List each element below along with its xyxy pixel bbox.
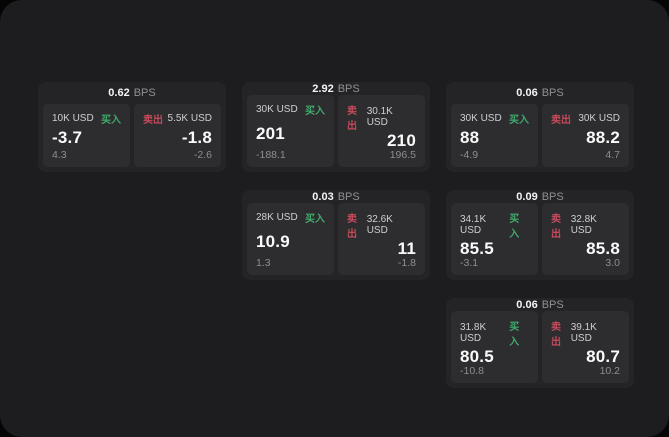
sell-panel[interactable]: 卖出 32.8K USD 85.8 3.0 [542, 203, 629, 275]
spread-header: 0.09 BPS [446, 190, 634, 203]
sell-change: 10.2 [599, 365, 620, 377]
spread-value: 0.06 [516, 298, 538, 311]
buy-change: -10.8 [460, 365, 484, 377]
quote-panels: 28K USD 买入 10.9 1.3 卖出 32.6K USD 11 -1.8 [242, 203, 430, 280]
quote-panels: 10K USD 买入 -3.7 4.3 卖出 5.5K USD -1.8 -2.… [38, 104, 226, 172]
sell-size-label: 32.6K USD [366, 214, 393, 236]
buy-size-label: 31.8K USD [460, 322, 487, 344]
buy-change: -3.1 [460, 257, 479, 269]
buy-button[interactable]: 买入 [101, 115, 121, 126]
buy-panel[interactable]: 30K USD 买入 88 -4.9 [451, 104, 538, 167]
quote-card-4: 0.03 BPS 28K USD 买入 10.9 1.3 卖出 32.6K US… [242, 190, 430, 280]
quote-card-2: 2.92 BPS 30K USD 买入 201 -188.1 卖出 30.1K … [242, 82, 430, 172]
sell-button[interactable]: 卖出 [551, 115, 571, 126]
buy-price: 80.5 [460, 347, 494, 366]
sell-size-label: 30K USD [578, 113, 620, 124]
spread-value: 0.03 [312, 190, 334, 203]
spread-unit: BPS [133, 87, 156, 99]
sell-panel[interactable]: 卖出 30K USD 88.2 4.7 [542, 104, 629, 167]
sell-change: 3.0 [605, 257, 620, 269]
spread-unit: BPS [337, 190, 360, 203]
sell-button[interactable]: 卖出 [143, 115, 163, 126]
buy-price: -3.7 [52, 128, 83, 147]
quote-panels: 34.1K USD 买入 85.5 -3.1 卖出 32.8K USD 85.8… [446, 203, 634, 280]
buy-price: 201 [256, 123, 285, 143]
sell-price: 80.7 [586, 347, 620, 366]
buy-price: 10.9 [256, 231, 290, 251]
sell-panel[interactable]: 卖出 30.1K USD 210 196.5 [338, 95, 425, 167]
quote-card-6: 0.06 BPS 31.8K USD 买入 80.5 -10.8 卖出 39.1… [446, 298, 634, 388]
spread-unit: BPS [541, 298, 564, 311]
sell-price: 88.2 [586, 128, 620, 147]
buy-panel[interactable]: 31.8K USD 买入 80.5 -10.8 [451, 311, 538, 383]
sell-price: 11 [397, 239, 416, 258]
buy-size-label: 34.1K USD [460, 214, 487, 236]
buy-price: 85.5 [460, 239, 494, 258]
buy-price: 88 [460, 128, 480, 147]
sell-panel[interactable]: 卖出 39.1K USD 80.7 10.2 [542, 311, 629, 383]
sell-size-label: 39.1K USD [570, 322, 597, 344]
sell-change: 196.5 [389, 149, 416, 161]
buy-panel[interactable]: 28K USD 买入 10.9 1.3 [247, 203, 334, 275]
buy-size-label: 30K USD [460, 113, 502, 124]
buy-change: 4.3 [52, 149, 67, 161]
sell-panel[interactable]: 卖出 5.5K USD -1.8 -2.6 [134, 104, 221, 167]
buy-size-label: 10K USD [52, 113, 94, 124]
sell-price: 210 [387, 131, 416, 150]
sell-price: -1.8 [181, 128, 212, 147]
spread-header: 0.06 BPS [446, 82, 634, 104]
spread-unit: BPS [541, 190, 564, 203]
sell-button[interactable]: 卖出 [551, 322, 561, 348]
quote-panels: 31.8K USD 买入 80.5 -10.8 卖出 39.1K USD 80.… [446, 311, 634, 388]
buy-panel[interactable]: 10K USD 买入 -3.7 4.3 [43, 104, 130, 167]
quote-grid: 0.62 BPS 10K USD 买入 -3.7 4.3 卖出 5.5K USD… [38, 82, 634, 388]
buy-button[interactable]: 买入 [305, 214, 325, 225]
sell-change: 4.7 [605, 149, 620, 161]
sell-price: 85.8 [586, 239, 620, 258]
sell-change: -1.8 [397, 257, 416, 269]
sell-button[interactable]: 卖出 [347, 214, 357, 240]
buy-size-label: 28K USD [256, 212, 298, 223]
spread-header: 0.03 BPS [242, 190, 430, 203]
spread-unit: BPS [541, 87, 564, 99]
buy-button[interactable]: 买入 [509, 214, 520, 240]
spread-value: 0.06 [516, 87, 538, 99]
sell-button[interactable]: 卖出 [551, 214, 561, 240]
quote-card-3: 0.06 BPS 30K USD 买入 88 -4.9 卖出 30K USD 8… [446, 82, 634, 172]
spread-value: 0.62 [108, 87, 130, 99]
sell-size-label: 30.1K USD [366, 106, 393, 128]
buy-change: -188.1 [256, 149, 286, 161]
quote-panels: 30K USD 买入 88 -4.9 卖出 30K USD 88.2 4.7 [446, 104, 634, 172]
sell-button[interactable]: 卖出 [347, 106, 357, 132]
quote-panels: 30K USD 买入 201 -188.1 卖出 30.1K USD 210 1… [242, 95, 430, 172]
sell-size-label: 32.8K USD [570, 214, 597, 236]
buy-button[interactable]: 买入 [509, 115, 529, 126]
buy-button[interactable]: 买入 [509, 322, 520, 348]
buy-change: -4.9 [460, 149, 479, 161]
quote-card-5: 0.09 BPS 34.1K USD 买入 85.5 -3.1 卖出 32.8K… [446, 190, 634, 280]
spread-value: 2.92 [312, 82, 334, 95]
buy-panel[interactable]: 34.1K USD 买入 85.5 -3.1 [451, 203, 538, 275]
sell-size-label: 5.5K USD [167, 113, 212, 124]
spread-value: 0.09 [516, 190, 538, 203]
spread-header: 2.92 BPS [242, 82, 430, 95]
spread-header: 0.06 BPS [446, 298, 634, 311]
quote-card-1: 0.62 BPS 10K USD 买入 -3.7 4.3 卖出 5.5K USD… [38, 82, 226, 172]
spread-unit: BPS [337, 82, 360, 95]
buy-size-label: 30K USD [256, 104, 298, 115]
spread-header: 0.62 BPS [38, 82, 226, 104]
buy-change: 1.3 [256, 257, 271, 269]
sell-change: -2.6 [193, 149, 212, 161]
buy-button[interactable]: 买入 [305, 106, 325, 117]
buy-panel[interactable]: 30K USD 买入 201 -188.1 [247, 95, 334, 167]
sell-panel[interactable]: 卖出 32.6K USD 11 -1.8 [338, 203, 425, 275]
